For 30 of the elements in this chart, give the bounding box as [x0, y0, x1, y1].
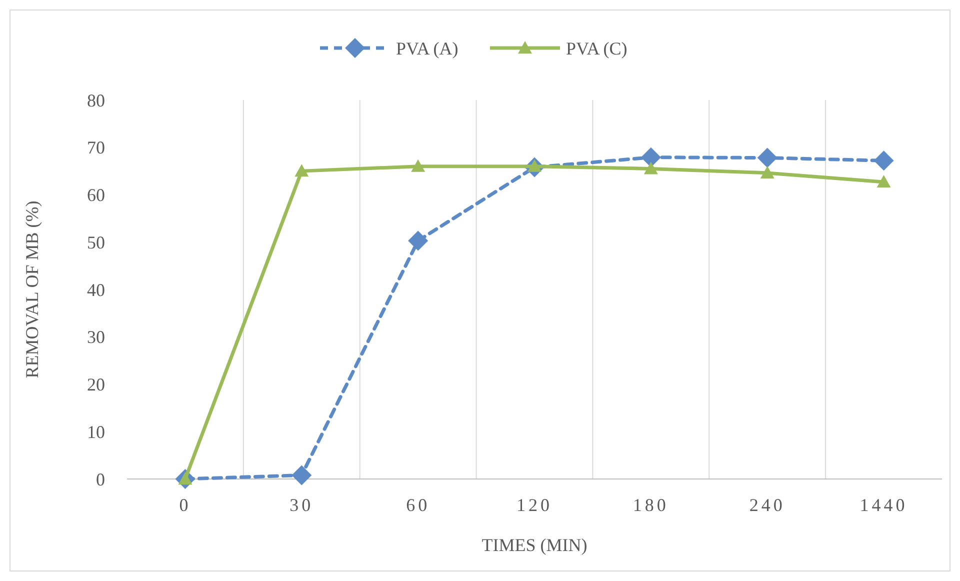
point	[294, 164, 309, 177]
point	[640, 147, 661, 168]
y-tick-label: 30	[87, 327, 105, 348]
x-tick-label: 0	[179, 495, 192, 515]
point	[411, 159, 426, 172]
y-tick-label: 60	[87, 185, 105, 206]
point	[876, 174, 891, 188]
point	[760, 166, 774, 179]
x-tick-label: 30	[290, 495, 314, 515]
legend-label: PVA (A)	[396, 38, 458, 58]
y-tick-label: 70	[87, 138, 105, 158]
y-tick-label: 40	[87, 280, 105, 300]
legend-label: PVA (C)	[566, 38, 628, 58]
x-tick-label: 240	[749, 495, 786, 515]
x-tick-label: 180	[632, 495, 669, 515]
y-tick-label: 20	[87, 374, 105, 395]
y-tick-label: 80	[87, 90, 105, 110]
point	[874, 150, 894, 171]
x-tick-label: 1440	[860, 495, 908, 515]
y-tick-label: 0	[96, 469, 105, 490]
point	[644, 162, 658, 174]
y-tick-label: 50	[87, 232, 105, 252]
x-tick-label: 60	[406, 495, 430, 515]
point	[408, 230, 428, 251]
y-axis-title: REMOVAL OF MB (%)	[22, 200, 42, 378]
x-axis-title: TIMES (MIN)	[482, 535, 588, 555]
y-tick-label: 10	[87, 422, 105, 442]
x-tick-label: 120	[516, 495, 552, 515]
point	[757, 148, 778, 168]
point	[292, 465, 312, 486]
